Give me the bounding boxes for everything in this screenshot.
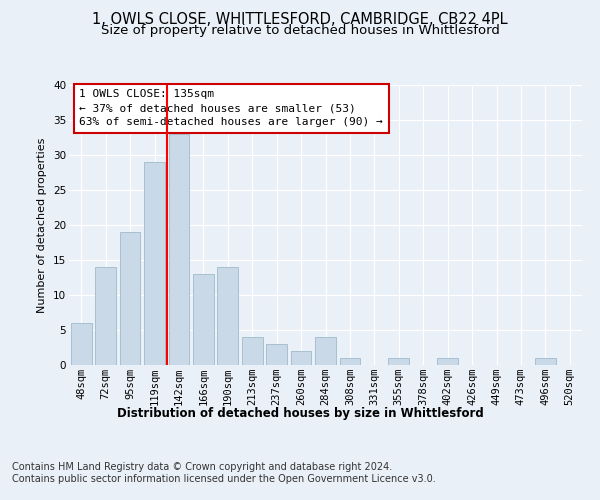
Bar bbox=[71, 323, 92, 365]
Bar bbox=[290, 351, 311, 365]
Bar bbox=[315, 337, 336, 365]
Bar bbox=[340, 358, 361, 365]
Bar bbox=[242, 337, 263, 365]
Bar bbox=[119, 232, 140, 365]
Text: 1 OWLS CLOSE: 135sqm
← 37% of detached houses are smaller (53)
63% of semi-detac: 1 OWLS CLOSE: 135sqm ← 37% of detached h… bbox=[79, 89, 383, 127]
Text: Contains public sector information licensed under the Open Government Licence v3: Contains public sector information licen… bbox=[12, 474, 436, 484]
Bar bbox=[388, 358, 409, 365]
Text: 1, OWLS CLOSE, WHITTLESFORD, CAMBRIDGE, CB22 4PL: 1, OWLS CLOSE, WHITTLESFORD, CAMBRIDGE, … bbox=[92, 12, 508, 28]
Text: Size of property relative to detached houses in Whittlesford: Size of property relative to detached ho… bbox=[101, 24, 499, 37]
Bar bbox=[193, 274, 214, 365]
Text: Contains HM Land Registry data © Crown copyright and database right 2024.: Contains HM Land Registry data © Crown c… bbox=[12, 462, 392, 472]
Bar bbox=[217, 267, 238, 365]
Y-axis label: Number of detached properties: Number of detached properties bbox=[37, 138, 47, 312]
Bar bbox=[95, 267, 116, 365]
Bar bbox=[535, 358, 556, 365]
Bar bbox=[437, 358, 458, 365]
Bar bbox=[266, 344, 287, 365]
Bar bbox=[144, 162, 165, 365]
Text: Distribution of detached houses by size in Whittlesford: Distribution of detached houses by size … bbox=[116, 408, 484, 420]
Bar bbox=[169, 134, 190, 365]
